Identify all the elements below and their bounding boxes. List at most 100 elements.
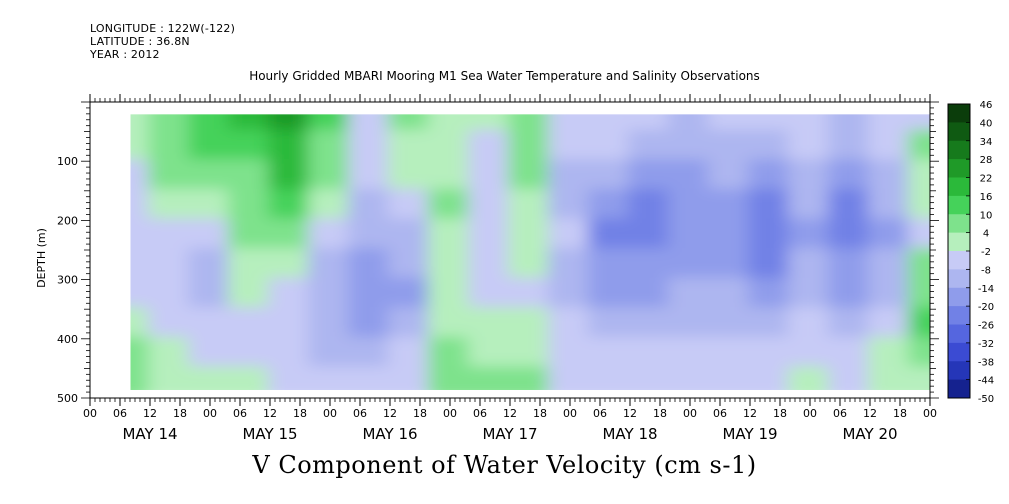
heatmap-cell [308, 159, 352, 193]
heatmap-cell [668, 277, 712, 312]
heatmap-cell [268, 366, 312, 390]
heatmap-cell [868, 159, 912, 193]
heatmap-cell [388, 366, 432, 390]
heatmap-cell [668, 307, 712, 341]
heatmap-cell [668, 248, 712, 282]
heatmap-cell [908, 159, 930, 193]
x-day-label: MAY 19 [722, 425, 777, 443]
heatmap-cell [788, 248, 832, 282]
heatmap-cell [268, 307, 312, 341]
heatmap-cell [628, 277, 672, 312]
heatmap-cell [628, 129, 672, 164]
heatmap-cell [708, 159, 752, 193]
x-tick-label: 18 [293, 407, 307, 420]
colorbar-label: -14 [978, 284, 994, 295]
heatmap-cell [908, 248, 930, 282]
heatmap-cell [228, 248, 272, 282]
heatmap-cell [308, 336, 352, 371]
heatmap-cell [588, 218, 632, 252]
heatmap-cell [908, 218, 930, 252]
heatmap-cell [428, 159, 472, 193]
heatmap-cell [468, 218, 512, 252]
heatmap-cell [748, 307, 792, 341]
heatmap-cell [188, 188, 232, 223]
heatmap-cell [508, 159, 552, 193]
x-tick-label: 00 [683, 407, 697, 420]
heatmap-cell [748, 218, 792, 252]
colorbar-swatch [948, 306, 970, 325]
heatmap-cell [588, 188, 632, 223]
heatmap-cell [148, 188, 192, 223]
heatmap-cell [428, 248, 472, 282]
heatmap-cell [668, 129, 712, 164]
x-tick-label: 06 [593, 407, 607, 420]
x-tick-label: 00 [203, 407, 217, 420]
heatmap-cell [788, 218, 832, 252]
heatmap-cell [828, 218, 872, 252]
heatmap-cell [388, 159, 432, 193]
heatmap-cell [268, 113, 312, 134]
heatmap-cell [588, 129, 632, 164]
heatmap-cell [428, 188, 472, 223]
heatmap-cell [588, 248, 632, 282]
chart-title: Hourly Gridded MBARI Mooring M1 Sea Wate… [249, 69, 760, 83]
no-data-region [90, 102, 930, 115]
colorbar-label: 40 [980, 118, 993, 129]
heatmap-cell [188, 366, 232, 390]
heatmap-cell [588, 277, 632, 312]
heatmap-cell [748, 159, 792, 193]
x-tick-label: 12 [143, 407, 157, 420]
y-tick-label: 500 [57, 392, 78, 405]
heatmap-cell [548, 366, 592, 390]
heatmap-cell [708, 336, 752, 371]
heatmap-cell [148, 113, 192, 134]
heatmap-cell [228, 159, 272, 193]
heatmap-cell [388, 277, 432, 312]
heatmap-cell [548, 113, 592, 134]
colorbar-swatch [948, 104, 970, 123]
heatmap-cell [388, 307, 432, 341]
heatmap-cell [388, 113, 432, 134]
colorbar-label: 22 [980, 174, 993, 185]
heatmap-cell [308, 218, 352, 252]
x-tick-label: 06 [353, 407, 367, 420]
heatmap-cell [148, 336, 192, 371]
heatmap-cell [348, 248, 392, 282]
heatmap-cell [388, 188, 432, 223]
y-tick-label: 200 [57, 214, 78, 227]
heatmap-cell [148, 129, 192, 164]
heatmap-cell [828, 159, 872, 193]
heatmap-cell [828, 277, 872, 312]
heatmap-cell [188, 129, 232, 164]
colorbar-swatch [948, 177, 970, 197]
heatmap-cell [868, 218, 912, 252]
heatmap-cell [188, 218, 232, 252]
heatmap-cell [868, 248, 912, 282]
heatmap-cell [348, 336, 392, 371]
heatmap-cell [668, 218, 712, 252]
heatmap-cells [128, 113, 930, 390]
heatmap-cell [828, 366, 872, 390]
heatmap-cell [148, 218, 192, 252]
x-tick-label: 00 [323, 407, 337, 420]
colorbar-label: -44 [978, 376, 994, 387]
colorbar-swatch [948, 140, 970, 160]
heatmap-cell [588, 366, 632, 390]
heatmap-cell [308, 248, 352, 282]
colorbar-swatch [948, 379, 970, 399]
x-tick-label: 06 [113, 407, 127, 420]
heatmap-cell [708, 113, 752, 134]
heatmap-cell [468, 248, 512, 282]
heatmap-cell [748, 129, 792, 164]
y-tick-label: 400 [57, 333, 78, 346]
heatmap-cell [188, 336, 232, 371]
heatmap-cell [868, 336, 912, 371]
heatmap-cell [548, 307, 592, 341]
heatmap-cell [588, 113, 632, 134]
colorbar-swatch [948, 324, 970, 344]
heatmap-cell [188, 277, 232, 312]
no-data-region [90, 392, 930, 398]
heatmap-cell [128, 113, 152, 134]
heatmap-cell [508, 307, 552, 341]
